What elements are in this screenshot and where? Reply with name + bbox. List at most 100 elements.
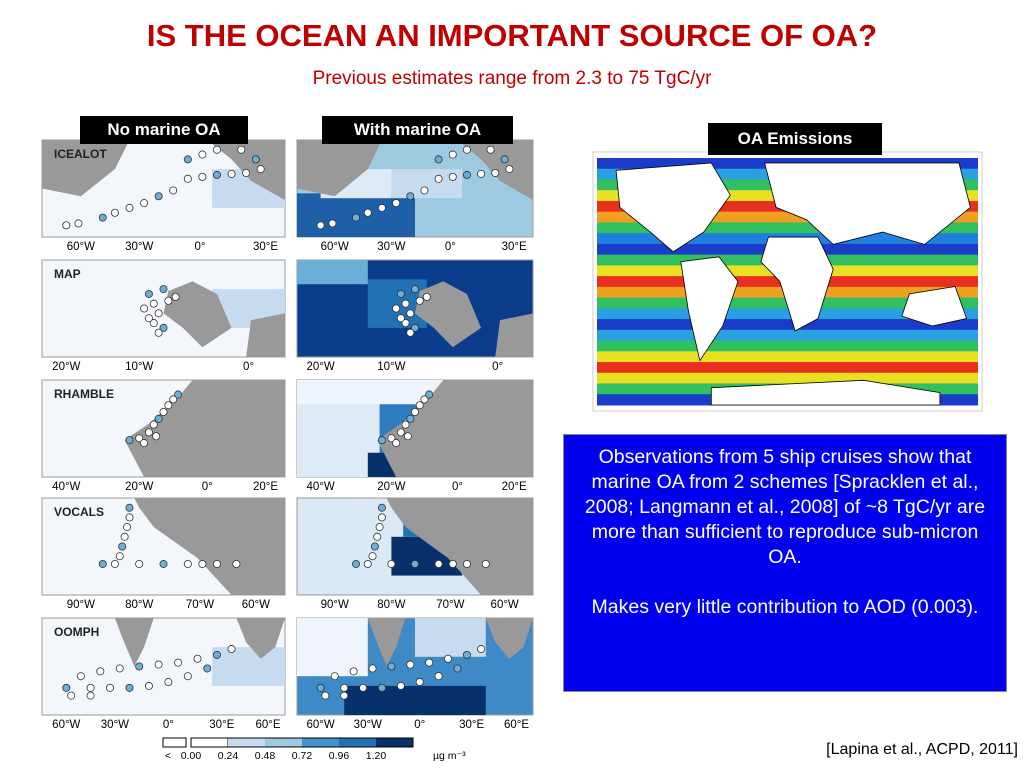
colorbar-segment bbox=[190, 737, 229, 748]
ship-track-point bbox=[125, 436, 134, 445]
ship-track-point bbox=[448, 559, 457, 568]
continent bbox=[615, 162, 731, 253]
land bbox=[377, 380, 533, 477]
ship-track-point bbox=[491, 168, 500, 177]
ship-track-point bbox=[62, 221, 71, 230]
ship-track-point bbox=[462, 145, 471, 154]
column-label: No marine OA bbox=[80, 116, 248, 144]
ship-track-point bbox=[251, 155, 260, 164]
ship-track-point bbox=[198, 150, 207, 159]
emission-band bbox=[597, 362, 978, 374]
ship-track-point bbox=[203, 664, 212, 673]
ship-track-point bbox=[406, 309, 415, 318]
ship-track-point bbox=[410, 559, 419, 568]
ship-track-point bbox=[415, 401, 424, 410]
ship-track-point bbox=[434, 559, 443, 568]
paragraph: Makes very little contribution to AOD (0… bbox=[591, 596, 979, 618]
ocean-patch bbox=[297, 618, 368, 677]
emission-band bbox=[597, 351, 978, 363]
ship-track-point bbox=[406, 192, 415, 201]
ship-track-point bbox=[500, 155, 509, 164]
ship-track-point bbox=[396, 428, 405, 437]
ship-track-point bbox=[86, 683, 95, 692]
axis-label: 30°W bbox=[354, 719, 382, 731]
axis-label: 20°E bbox=[502, 481, 527, 493]
axis-label: 30°E bbox=[502, 241, 527, 253]
column-label: With marine OA bbox=[322, 116, 513, 144]
ship-track-point bbox=[387, 559, 396, 568]
ship-track-point bbox=[174, 390, 183, 399]
axis-label: 60°W bbox=[67, 241, 95, 253]
axis-label: 60°W bbox=[52, 719, 80, 731]
ship-track-point bbox=[392, 199, 401, 208]
ship-track-point bbox=[237, 145, 246, 154]
ocean-patch bbox=[212, 647, 285, 686]
axis-label: 10°W bbox=[125, 361, 153, 373]
ship-track-point bbox=[62, 683, 71, 692]
ship-track-point bbox=[227, 169, 236, 178]
ship-track-point bbox=[125, 203, 134, 212]
axis-label: 70°W bbox=[186, 599, 214, 611]
ship-track-point bbox=[125, 503, 134, 512]
map-panel bbox=[296, 139, 534, 238]
paragraph: Observations from 5 ship cruises show th… bbox=[584, 446, 986, 568]
ship-track-point bbox=[212, 559, 221, 568]
axis-label: 0° bbox=[243, 361, 254, 373]
ship-track-point bbox=[403, 432, 412, 441]
ship-track-point bbox=[434, 174, 443, 183]
ship-track-point bbox=[183, 559, 192, 568]
colorbar-label: < bbox=[165, 750, 171, 762]
continent bbox=[901, 285, 968, 327]
axis-label: 30°E bbox=[209, 719, 234, 731]
map-panel bbox=[296, 259, 534, 358]
ship-track-point bbox=[212, 650, 221, 659]
ship-track-point bbox=[135, 662, 144, 671]
land bbox=[246, 313, 285, 357]
ship-track-point bbox=[328, 219, 337, 228]
ship-track-point bbox=[242, 168, 251, 177]
ship-track-point bbox=[110, 208, 119, 217]
axis-label: 60°E bbox=[504, 719, 529, 731]
ship-track-point bbox=[123, 523, 132, 532]
ship-track-point bbox=[96, 667, 105, 676]
title: IS THE OCEAN AN IMPORTANT SOURCE OF OA? bbox=[146, 18, 878, 53]
land bbox=[415, 281, 482, 348]
ship-track-point bbox=[174, 658, 183, 667]
colorbar-label: 1.20 bbox=[366, 750, 387, 762]
ship-track-point bbox=[140, 439, 149, 448]
ship-track-point bbox=[340, 683, 349, 692]
continent bbox=[680, 256, 739, 362]
ship-track-point bbox=[406, 414, 415, 423]
ship-track-point bbox=[363, 559, 372, 568]
ship-track-point bbox=[462, 170, 471, 179]
ship-track-point bbox=[154, 414, 163, 423]
ship-track-point bbox=[377, 513, 386, 522]
ship-track-point bbox=[144, 428, 153, 437]
axis-label: 0° bbox=[194, 241, 205, 253]
axis-label: 60°W bbox=[321, 241, 349, 253]
land bbox=[124, 380, 286, 477]
ship-track-point bbox=[232, 559, 241, 568]
ship-track-point bbox=[359, 683, 368, 692]
axis-label: 90°W bbox=[321, 599, 349, 611]
ship-track-point bbox=[154, 660, 163, 669]
ship-track-point bbox=[154, 328, 163, 337]
ship-track-point bbox=[125, 513, 134, 522]
emission-band bbox=[597, 372, 978, 385]
ship-track-point bbox=[340, 691, 349, 700]
land bbox=[367, 618, 406, 667]
axis-label: 60°W bbox=[491, 599, 519, 611]
ship-track-point bbox=[183, 174, 192, 183]
ship-track-point bbox=[434, 672, 443, 681]
map-panel bbox=[41, 379, 286, 478]
land bbox=[42, 140, 130, 197]
ship-track-point bbox=[154, 192, 163, 201]
ship-track-point bbox=[377, 503, 386, 512]
ship-track-point bbox=[387, 434, 396, 443]
ship-track-point bbox=[375, 523, 384, 532]
land bbox=[163, 281, 232, 348]
ship-track-point bbox=[316, 683, 325, 692]
ship-track-point bbox=[373, 532, 382, 541]
ship-track-point bbox=[106, 683, 115, 692]
